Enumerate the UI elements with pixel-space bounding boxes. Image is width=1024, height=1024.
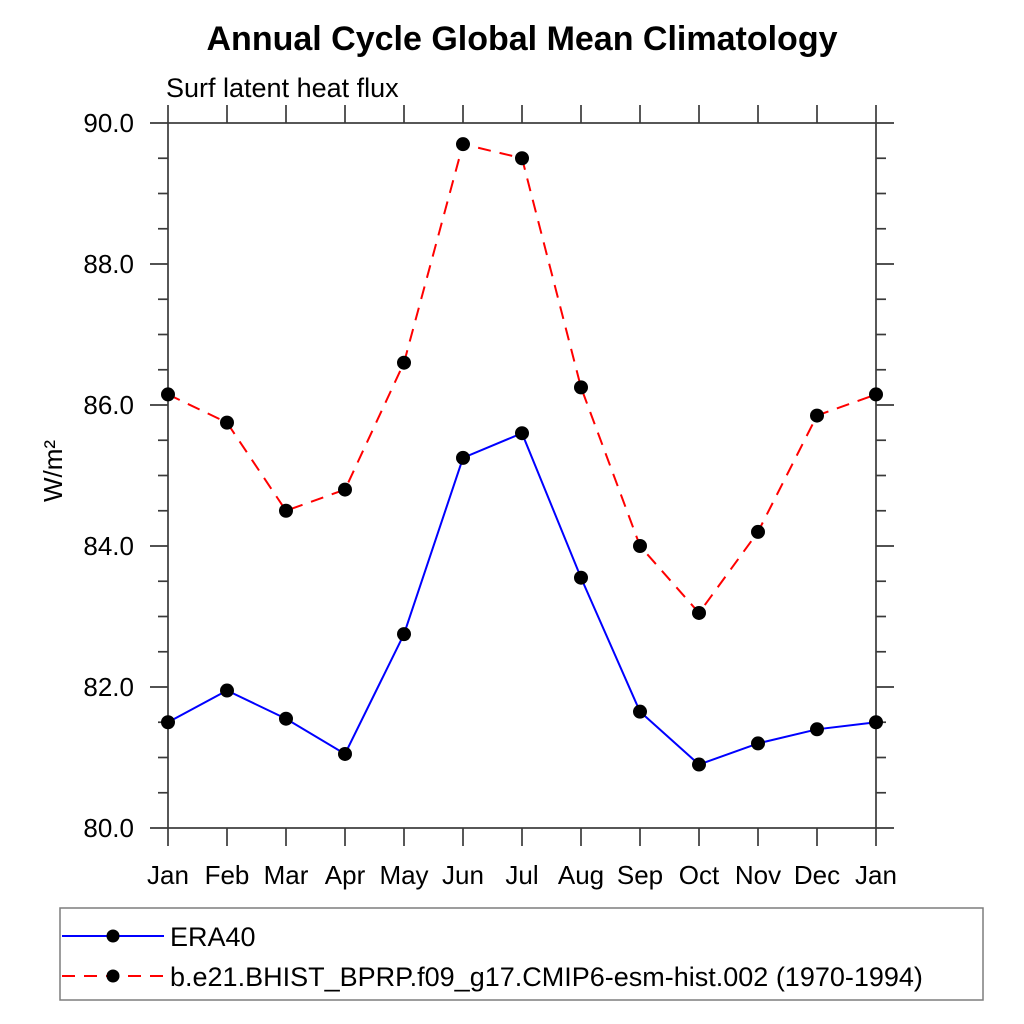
data-point bbox=[220, 415, 234, 430]
series-line-0 bbox=[167, 431, 877, 766]
data-point bbox=[161, 715, 175, 730]
data-point bbox=[456, 137, 470, 152]
y-tick-label: 90.0 bbox=[83, 108, 134, 138]
y-tick-label: 88.0 bbox=[83, 249, 134, 279]
data-point bbox=[633, 704, 647, 719]
data-point bbox=[633, 539, 647, 553]
x-tick-label: Jul bbox=[505, 860, 538, 890]
data-point bbox=[810, 408, 824, 423]
data-point bbox=[338, 482, 352, 497]
y-tick-label: 84.0 bbox=[83, 531, 134, 561]
series-line-1 bbox=[167, 142, 877, 615]
x-tick-label: Jan bbox=[855, 860, 897, 890]
data-point bbox=[751, 524, 765, 539]
x-tick-label: Apr bbox=[325, 860, 366, 890]
data-point bbox=[574, 570, 588, 585]
x-tick-label: Mar bbox=[264, 860, 309, 890]
data-point bbox=[456, 450, 470, 465]
legend-key-marker-0 bbox=[106, 929, 120, 943]
x-tick-label: Nov bbox=[735, 860, 781, 890]
data-point bbox=[692, 605, 706, 620]
data-point bbox=[397, 355, 411, 370]
data-point bbox=[161, 387, 175, 402]
legend-label-model: b.e21.BHIST_BPRP.f09_g17.CMIP6-esm-hist.… bbox=[170, 962, 923, 992]
data-point bbox=[515, 151, 529, 166]
data-point bbox=[869, 387, 883, 402]
legend-label-era40: ERA40 bbox=[170, 922, 256, 952]
x-tick-label: May bbox=[379, 860, 428, 890]
y-axis-title: W/m² bbox=[38, 440, 68, 502]
x-tick-label: Sep bbox=[617, 860, 663, 890]
data-point bbox=[220, 683, 234, 698]
y-tick-label: 82.0 bbox=[83, 672, 134, 702]
legend-keys bbox=[62, 929, 164, 983]
plot-frame bbox=[167, 122, 877, 829]
legend: ERA40 b.e21.BHIST_BPRP.f09_g17.CMIP6-esm… bbox=[59, 907, 984, 1001]
x-tick-label: Jan bbox=[147, 860, 189, 890]
data-point bbox=[869, 715, 883, 730]
legend-box bbox=[59, 907, 984, 1001]
data-point bbox=[279, 503, 293, 518]
x-tick-label: Jun bbox=[442, 860, 484, 890]
x-tick-label: Aug bbox=[558, 860, 604, 890]
data-point bbox=[397, 627, 411, 642]
data-point bbox=[810, 722, 824, 737]
x-tick-label: Dec bbox=[794, 860, 840, 890]
x-tick-label: Feb bbox=[205, 860, 250, 890]
data-point bbox=[279, 711, 293, 726]
x-tick-label: Oct bbox=[679, 860, 720, 890]
chart-title: Annual Cycle Global Mean Climatology bbox=[207, 20, 838, 58]
y-tick-label: 80.0 bbox=[83, 813, 134, 843]
data-point bbox=[574, 380, 588, 395]
legend-key-marker-1 bbox=[106, 969, 120, 983]
plot-area: Jan Feb Mar Apr May Jun Jul Aug Sep Oct Nov Dec Jan 8… bbox=[83, 105, 897, 890]
data-point bbox=[751, 736, 765, 751]
y-tick-label: 86.0 bbox=[83, 390, 134, 420]
chart-subtitle: Surf latent heat flux bbox=[166, 73, 399, 103]
data-point bbox=[338, 746, 352, 761]
data-point bbox=[692, 757, 706, 772]
data-point bbox=[515, 426, 529, 441]
